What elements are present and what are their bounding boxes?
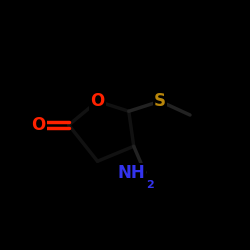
- Text: O: O: [90, 92, 104, 110]
- Text: 2: 2: [146, 180, 154, 190]
- Text: NH: NH: [117, 164, 145, 182]
- Text: O: O: [32, 116, 46, 134]
- Text: S: S: [154, 92, 166, 110]
